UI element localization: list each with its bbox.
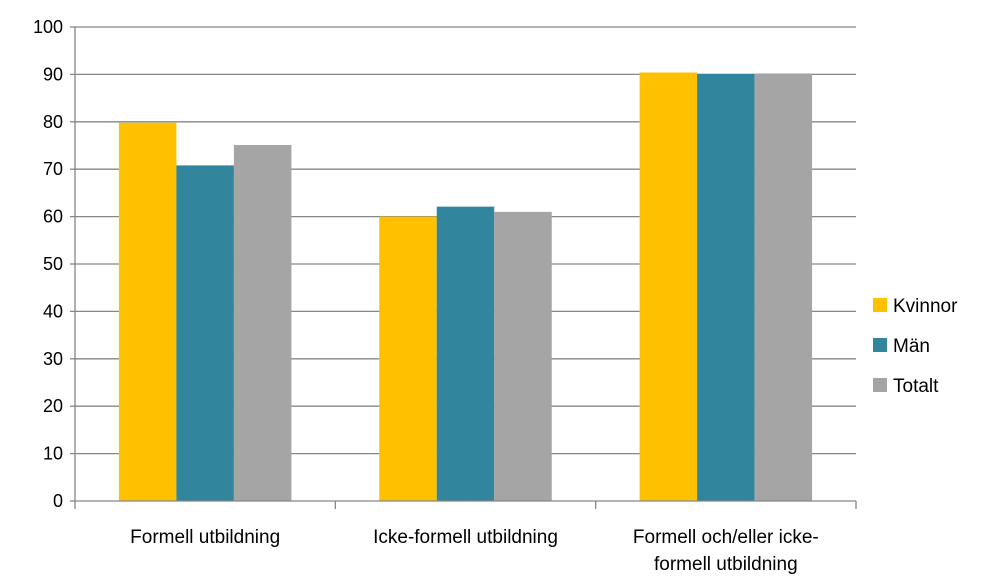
x-category-labels: Formell utbildning Icke-formell utbildnin… — [130, 527, 819, 575]
legend-label-kvinnor: Kvinnor — [893, 296, 958, 317]
legend: Kvinnor Män Totalt — [873, 296, 958, 397]
bar-totalt — [754, 73, 813, 502]
y-tick-label: 10 — [43, 444, 63, 464]
y-tick-label: 50 — [43, 254, 63, 274]
legend-swatch-män — [873, 338, 887, 352]
y-tick-label: 20 — [43, 396, 63, 416]
y-tick-label: 40 — [43, 301, 63, 321]
y-tick-label: 90 — [43, 64, 63, 84]
y-tick-labels: 0 10 20 30 40 50 60 70 80 90 100 — [33, 17, 63, 511]
legend-label-män: Män — [893, 336, 930, 357]
y-tick-label: 70 — [43, 159, 63, 179]
x-category-label: Icke-formell utbildning — [373, 527, 558, 548]
bar-män — [697, 73, 755, 502]
axes — [70, 26, 857, 509]
y-tick-label: 100 — [33, 17, 63, 37]
x-category-label: Formell och/eller icke- — [633, 527, 819, 548]
legend-swatch-kvinnor — [873, 298, 887, 312]
bar-kvinnor — [118, 122, 177, 502]
bar-totalt — [494, 211, 552, 502]
x-category-label: formell utbildning — [654, 554, 798, 575]
bars — [118, 72, 813, 502]
bar-totalt — [233, 145, 292, 501]
bar-kvinnor — [639, 72, 698, 501]
y-tick-label: 0 — [53, 491, 63, 511]
y-tick-label: 30 — [43, 349, 63, 369]
legend-swatch-totalt — [873, 378, 887, 392]
y-tick-label: 60 — [43, 207, 63, 227]
bar-kvinnor — [379, 216, 437, 501]
y-tick-label: 80 — [43, 112, 63, 132]
legend-label-totalt: Totalt — [893, 376, 939, 397]
x-category-label: Formell utbildning — [130, 527, 280, 548]
bar-män — [176, 165, 234, 501]
bar-män — [436, 206, 495, 501]
